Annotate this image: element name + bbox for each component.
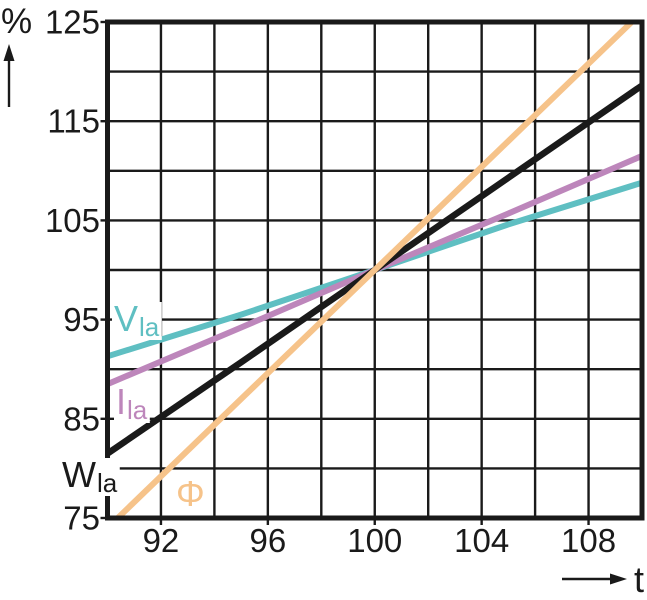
x-tick-label: 108 [561, 522, 616, 559]
series-line-phi [110, 19, 639, 521]
curve-label-bg [60, 458, 120, 496]
curve-labels: Vla Ila Wla Φ [60, 298, 207, 514]
x-tick-label: 104 [454, 522, 509, 559]
curve-label-w-la: Wla [62, 454, 118, 498]
curve-label-v-la: Vla [114, 298, 160, 342]
y-tick-label: 85 [63, 400, 100, 437]
y-tick-label: 95 [63, 301, 100, 338]
plot-border [105, 19, 645, 521]
x-tick-label: 92 [143, 522, 180, 559]
plot-border-rect [105, 19, 645, 521]
up-arrow-icon [3, 44, 15, 107]
y-axis-unit-label: % [1, 2, 32, 41]
y-tick-label: 75 [63, 500, 100, 537]
series-lines [105, 19, 644, 521]
x-tick-label: 96 [249, 522, 286, 559]
axis-tick-marks [100, 20, 590, 525]
axis-tick-labels: 125 115 105 95 85 75 92 96 100 104 108 [45, 4, 616, 560]
x-axis-unit-label: t [634, 559, 644, 600]
x-tick-label: 100 [347, 522, 402, 559]
curve-label-i-la: Ila [116, 381, 148, 425]
curve-label-bg [112, 302, 162, 340]
y-tick-label: 105 [45, 202, 100, 239]
y-tick-label: 115 [47, 103, 100, 140]
curve-label-phi: Φ [176, 473, 205, 514]
y-tick-label: 125 [45, 4, 100, 41]
right-arrow-icon [562, 573, 627, 585]
curve-label-bg [114, 385, 150, 423]
curve-label-bg [174, 477, 207, 512]
